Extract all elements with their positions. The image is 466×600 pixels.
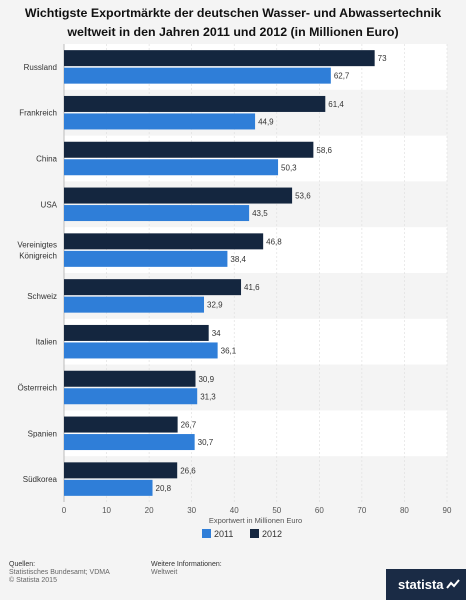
- bar-2011: [64, 205, 250, 222]
- x-axis-title: Exportwert in Millionen Euro: [209, 516, 302, 525]
- category-label: Schweiz: [27, 292, 57, 301]
- x-tick-label: 50: [272, 506, 281, 515]
- x-tick-label: 60: [315, 506, 324, 515]
- value-label: 61,4: [328, 100, 344, 109]
- bar-2011: [64, 342, 218, 359]
- value-label: 50,3: [281, 163, 297, 172]
- bar-2012: [64, 279, 242, 296]
- bar-2012: [64, 416, 178, 433]
- value-label: 44,9: [258, 117, 274, 126]
- value-label: 30,9: [198, 375, 214, 384]
- category-label: Frankreich: [19, 109, 57, 118]
- bar-2012: [64, 233, 264, 250]
- value-label: 32,9: [207, 301, 223, 310]
- x-tick-label: 10: [102, 506, 111, 515]
- value-label: 58,6: [316, 146, 332, 155]
- info-heading: Weitere Informationen:: [151, 561, 222, 568]
- x-tick-label: 0: [62, 506, 67, 515]
- legend-swatch-2011: [202, 529, 211, 538]
- wave-icon: [446, 579, 460, 589]
- category-label: Russland: [24, 63, 57, 72]
- category-label: Österrreich: [17, 384, 57, 393]
- bar-2012: [64, 462, 178, 479]
- category-label: Spanien: [28, 429, 57, 438]
- bar-2012: [64, 370, 196, 387]
- bar-2012: [64, 324, 209, 341]
- value-label: 20,8: [156, 484, 172, 493]
- value-label: 26,6: [180, 466, 196, 475]
- bar-2011: [64, 250, 228, 267]
- bar-2012: [64, 141, 314, 158]
- bar-2011: [64, 479, 153, 496]
- bar-2011: [64, 113, 256, 130]
- bar-2011: [64, 434, 195, 451]
- value-label: 30,7: [198, 438, 214, 447]
- sources-heading: Quellen:: [9, 561, 36, 568]
- value-label: 38,4: [230, 255, 246, 264]
- bar-chart: 0 10 20 30 40 50 60 70 80 90 73 62,7 Russland 61,4 44,…: [17, 44, 452, 539]
- x-tick-label: 20: [145, 506, 154, 515]
- bar-2011: [64, 67, 331, 84]
- legend-swatch-2012: [250, 529, 259, 538]
- value-label: 31,3: [200, 392, 216, 401]
- x-tick-label: 80: [400, 506, 409, 515]
- category-label: Italien: [36, 338, 57, 347]
- bar-2011: [64, 388, 198, 405]
- value-label: 34: [212, 329, 221, 338]
- sources-block: Quellen: Statistisches Bundesamt; VDMA ©…: [9, 561, 110, 585]
- sources-line: Statistisches Bundesamt; VDMA: [9, 569, 110, 576]
- value-label: 46,8: [266, 237, 282, 246]
- category-label: Königreich: [19, 252, 57, 261]
- chart-title: Wichtigste Exportmärkte der deutschen Wa…: [24, 6, 442, 39]
- category-label: Südkorea: [23, 475, 58, 484]
- info-line: Weltweit: [151, 569, 178, 576]
- statista-logo[interactable]: statista: [386, 569, 466, 600]
- x-tick-label: 30: [187, 506, 196, 515]
- value-label: 73: [378, 54, 387, 63]
- value-label: 26,7: [181, 421, 197, 430]
- value-label: 43,5: [252, 209, 268, 218]
- copyright-line: © Statista 2015: [9, 577, 57, 584]
- info-block: Weitere Informationen: Weltweit: [151, 561, 222, 577]
- bar-2011: [64, 296, 205, 313]
- legend-label-2012: 2012: [262, 529, 282, 539]
- bar-2011: [64, 159, 279, 176]
- x-tick-label: 90: [443, 506, 452, 515]
- bar-2012: [64, 95, 326, 112]
- value-label: 41,6: [244, 283, 260, 292]
- category-label: USA: [41, 200, 58, 209]
- brand-text: statista: [398, 577, 444, 592]
- value-label: 36,1: [221, 346, 237, 355]
- category-label: Vereinigtes: [17, 241, 57, 250]
- x-tick-label: 40: [230, 506, 239, 515]
- value-label: 62,7: [334, 72, 350, 81]
- legend-label-2011: 2011: [214, 529, 233, 539]
- bar-2012: [64, 50, 375, 67]
- category-label: China: [36, 155, 57, 164]
- value-label: 53,6: [295, 192, 311, 201]
- bar-2012: [64, 187, 293, 204]
- x-tick-label: 70: [357, 506, 366, 515]
